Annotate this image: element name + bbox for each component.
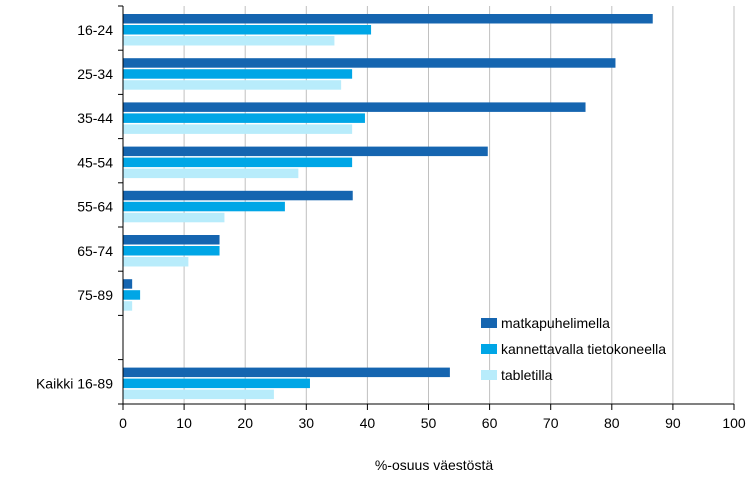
bars <box>123 14 653 400</box>
category-label: 55-64 <box>77 199 113 215</box>
x-tick-label: 30 <box>299 415 315 431</box>
bar-45-54-series-0 <box>123 146 488 157</box>
bar-75-89-series-2 <box>123 301 133 311</box>
bar-25-34-series-0 <box>123 58 616 68</box>
x-tick-label: 80 <box>604 415 620 431</box>
legend-label-0: matkapuhelimella <box>501 315 610 331</box>
bar-65-74-series-2 <box>123 257 189 267</box>
x-tick-labels: 0 10 20 30 40 50 60 70 80 90 100 <box>119 415 746 431</box>
category-label: 45-54 <box>77 154 113 170</box>
bar-65-74-series-1 <box>123 246 220 256</box>
category-label: Kaikki 16-89 <box>36 375 113 391</box>
x-tick-label: 90 <box>665 415 681 431</box>
bar-25-34-series-1 <box>123 69 353 79</box>
x-tick-label: 100 <box>722 415 746 431</box>
bar-45-54-series-2 <box>123 168 299 179</box>
legend-swatch-1 <box>481 344 497 354</box>
category-label: 16-24 <box>77 22 113 38</box>
category-label: 75-89 <box>77 287 113 303</box>
bar-kaikki-16-89-series-2 <box>123 389 274 400</box>
legend: matkapuhelimella kannettavalla tietokonee… <box>481 315 666 383</box>
category-label: 65-74 <box>77 243 113 259</box>
axes <box>118 5 735 410</box>
bar-75-89-series-0 <box>123 279 133 289</box>
bar-55-64-series-1 <box>123 201 285 212</box>
x-tick-label: 10 <box>176 415 192 431</box>
bar-35-44-series-0 <box>123 102 586 112</box>
bar-55-64-series-0 <box>123 190 353 201</box>
legend-label-1: kannettavalla tietokoneella <box>501 341 666 357</box>
legend-swatch-0 <box>481 318 497 328</box>
category-label: 35-44 <box>77 110 113 126</box>
category-labels: 16-24 25-34 35-44 45-54 55-64 65-74 75-89 Kaikk… <box>36 22 113 392</box>
bar-75-89-series-1 <box>123 290 141 300</box>
bar-kaikki-16-89-series-0 <box>123 367 450 378</box>
legend-label-2: tabletilla <box>501 367 553 383</box>
bar-35-44-series-2 <box>123 124 353 134</box>
legend-swatch-2 <box>481 370 497 380</box>
x-axis-title: %-osuus väestöstä <box>375 457 493 473</box>
bar-16-24-series-2 <box>123 36 335 46</box>
category-label: 25-34 <box>77 66 113 82</box>
bar-kaikki-16-89-series-1 <box>123 378 310 389</box>
x-tick-label: 70 <box>543 415 559 431</box>
x-tick-label: 50 <box>421 415 437 431</box>
bar-25-34-series-2 <box>123 80 342 90</box>
x-tick-label: 20 <box>237 415 253 431</box>
bar-55-64-series-2 <box>123 212 225 223</box>
x-tick-label: 60 <box>482 415 498 431</box>
bar-16-24-series-0 <box>123 14 653 24</box>
bar-65-74-series-0 <box>123 235 220 245</box>
x-tick-label: 40 <box>360 415 376 431</box>
bar-45-54-series-1 <box>123 157 353 168</box>
bar-16-24-series-1 <box>123 25 372 35</box>
bar-35-44-series-1 <box>123 113 365 123</box>
x-tick-label: 0 <box>119 415 127 431</box>
